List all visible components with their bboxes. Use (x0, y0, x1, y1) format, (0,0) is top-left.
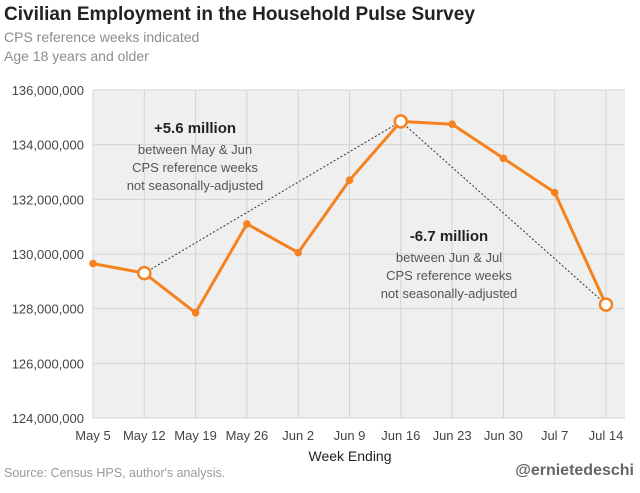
x-tick-label: Jun 23 (433, 428, 472, 443)
x-tick-label: May 19 (174, 428, 217, 443)
data-point-marker (243, 220, 251, 228)
y-tick-label: 124,000,000 (12, 411, 84, 426)
annotation-line: between Jun & Jul (396, 250, 502, 265)
x-tick-label: May 5 (75, 428, 110, 443)
axis-layer: 124,000,000 126,000,000 128,000,000 130,000… (12, 83, 624, 443)
chart-title: Civilian Employment in the Household Pul… (4, 4, 475, 25)
connector-layer (144, 121, 607, 305)
annotation-headline: -6.7 million (410, 228, 488, 245)
annotation-layer: +5.6 million between May & Jun CPS referen… (127, 120, 518, 301)
x-tick-label: May 26 (226, 428, 269, 443)
x-tick-label: Jun 2 (282, 428, 314, 443)
data-point-marker (345, 176, 354, 184)
data-point-marker (89, 259, 97, 268)
x-tick-label: Jul 7 (541, 428, 568, 443)
marker-layer (89, 114, 614, 317)
data-point-marker (294, 248, 303, 257)
x-tick-label: Jun 16 (381, 428, 420, 443)
data-point-marker (550, 188, 559, 197)
reference-week-marker (598, 297, 614, 312)
data-point-marker (448, 120, 456, 128)
annotation-headline: +5.6 million (154, 120, 236, 137)
x-tick-label: May 12 (123, 428, 166, 443)
annotation-line: not seasonally-adjusted (381, 286, 518, 301)
x-tick-label: Jul 14 (589, 428, 624, 443)
reference-week-marker (137, 265, 152, 281)
y-tick-label: 130,000,000 (12, 247, 84, 262)
y-tick-label: 132,000,000 (12, 192, 84, 207)
source-note: Source: Census HPS, author's analysis. (4, 466, 226, 480)
annotation-line: CPS reference weeks (386, 268, 512, 283)
change-connector-line (144, 121, 402, 274)
author-handle: @ernietedeschi (515, 462, 634, 479)
grid-layer (92, 89, 625, 419)
data-point-marker (499, 154, 508, 163)
x-axis-label: Week Ending (308, 448, 391, 464)
y-tick-label: 136,000,000 (12, 83, 84, 98)
x-tick-label: Jun 30 (484, 428, 523, 443)
change-connector-line (400, 121, 607, 305)
reference-week-marker (393, 114, 409, 129)
y-tick-label: 134,000,000 (12, 138, 84, 153)
subtitle-line-2: Age 18 years and older (4, 48, 149, 64)
subtitle-line-1: CPS reference weeks indicated (4, 29, 200, 45)
y-tick-label: 126,000,000 (12, 356, 84, 371)
y-tick-label: 128,000,000 (12, 302, 84, 317)
annotation-line: between May & Jun (138, 142, 252, 157)
annotation-line: not seasonally-adjusted (127, 178, 264, 193)
data-point-marker (191, 308, 200, 317)
x-tick-label: Jun 9 (334, 428, 366, 443)
annotation-line: CPS reference weeks (132, 160, 258, 175)
